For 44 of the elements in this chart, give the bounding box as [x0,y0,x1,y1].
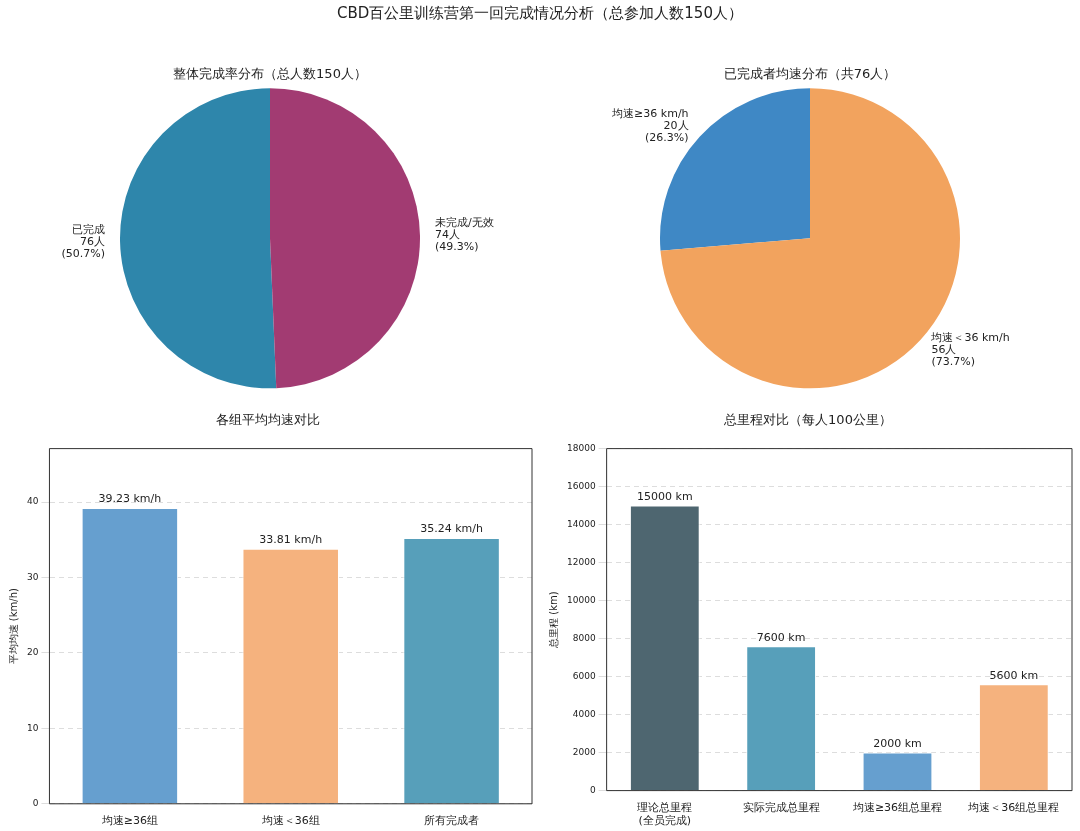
y-tick-label: 30 [27,571,39,582]
y-tick-label: 4000 [572,708,596,719]
x-tick-label: 均速＜36组总里程 [967,801,1060,815]
data-label: 20人 (26.3%) [645,119,689,145]
x-tick-label: 均速≥36组总里程 [851,801,943,815]
data-label: 15000 km [637,489,693,503]
x-tick-label: 均速＜36组 [260,814,320,828]
data-label: 5600 km [989,668,1039,682]
y-axis-title: 总里程 (km) [547,591,559,649]
chart-title: 总里程对比（每人100公里） [723,412,892,428]
data-label: 2000 km [873,736,922,750]
slice-label: 已完成 [72,222,106,236]
data-label: 56人 (73.7%) [931,342,975,368]
y-tick-label: 8000 [572,632,596,643]
y-tick-label: 12000 [566,556,596,567]
y-tick-label: 16000 [566,480,596,491]
y-tick-label: 14000 [566,518,596,529]
slice-label: 均速≥36 km/h [611,107,689,121]
slice-label: 未完成/无效 [434,215,494,229]
x-tick-label: 理论总里程 (全员完成) [637,801,693,828]
slice-label: 均速＜36 km/h [930,330,1010,344]
x-tick-label: 均速≥36组 [100,814,158,828]
y-tick-label: 2000 [572,746,596,757]
data-label: 39.23 km/h [98,492,162,506]
y-tick-label: 20 [27,647,39,658]
y-tick-label: 6000 [572,670,596,681]
chart-subtitle: 整体完成率分布（总人数150人） [173,66,367,82]
x-tick-label: 所有完成者 [424,814,480,828]
y-tick-label: 0 [32,798,39,809]
data-label: 35.24 km/h [420,522,483,536]
data-label: 7600 km [756,630,806,644]
y-tick-label: 18000 [566,442,596,453]
y-tick-label: 10000 [566,594,596,605]
chart-title: 各组平均均速对比 [216,412,320,428]
data-label: 74人 (49.3%) [434,227,479,253]
y-tick-label: 10 [27,722,39,733]
text: CBD百公里训练营第一回完成情况分析（总参加人数150人） [336,4,744,23]
chart-title: 已完成者均速分布（共76人） [723,66,897,82]
x-tick-label: 实际完成总里程 [742,801,820,815]
y-tick-label: 40 [27,496,39,507]
y-tick-label: 0 [589,784,596,795]
y-axis-title: 平均均速 (km/h) [7,588,19,665]
data-label: 76人 (50.7%) [61,234,106,260]
data-label: 33.81 km/h [259,533,323,547]
